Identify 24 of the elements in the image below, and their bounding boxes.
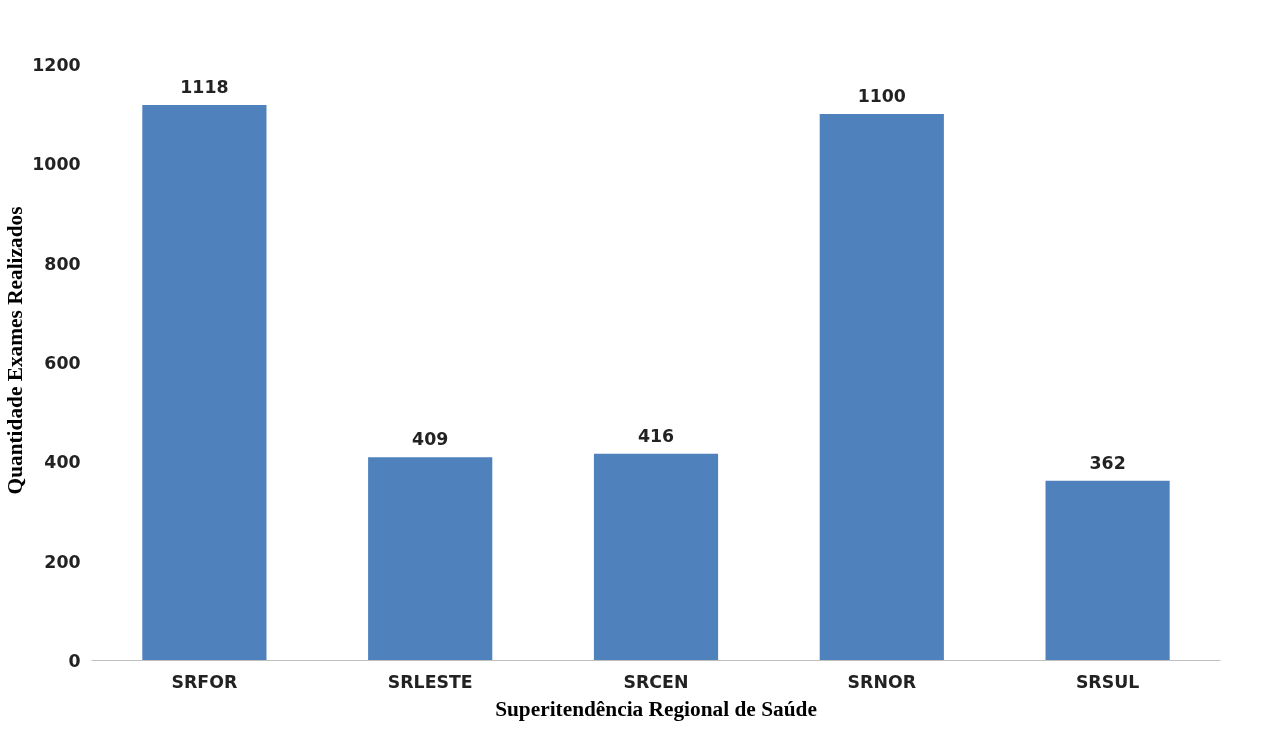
data-label: 409 xyxy=(412,429,449,450)
y-tick-label: 600 xyxy=(44,352,81,373)
y-tick-label: 800 xyxy=(44,253,81,274)
data-label: 1100 xyxy=(857,86,906,107)
x-tick-label: SRFOR xyxy=(171,671,238,692)
y-tick-label: 400 xyxy=(44,452,81,473)
data-label: 362 xyxy=(1089,452,1126,473)
bar xyxy=(819,114,944,661)
x-tick-label: SRCEN xyxy=(623,671,689,692)
x-axis-title: Superitendência Regional de Saúde xyxy=(495,696,817,721)
y-tick-label: 1000 xyxy=(32,154,81,175)
data-label: 416 xyxy=(637,425,675,446)
y-axis-title: Quantidade Exames Realizados xyxy=(3,206,28,495)
x-tick-label: SRSUL xyxy=(1075,671,1140,692)
x-tick-label: SRNOR xyxy=(847,671,917,692)
data-label: 1118 xyxy=(180,77,229,98)
y-tick-label: 1200 xyxy=(32,54,81,75)
bar xyxy=(368,457,493,661)
y-tick-label: 0 xyxy=(68,651,81,671)
y-tick-label: 200 xyxy=(44,551,81,572)
bar xyxy=(142,105,267,661)
bar xyxy=(1045,480,1170,661)
x-tick-label: SRLESTE xyxy=(387,671,473,692)
bar xyxy=(593,453,719,661)
